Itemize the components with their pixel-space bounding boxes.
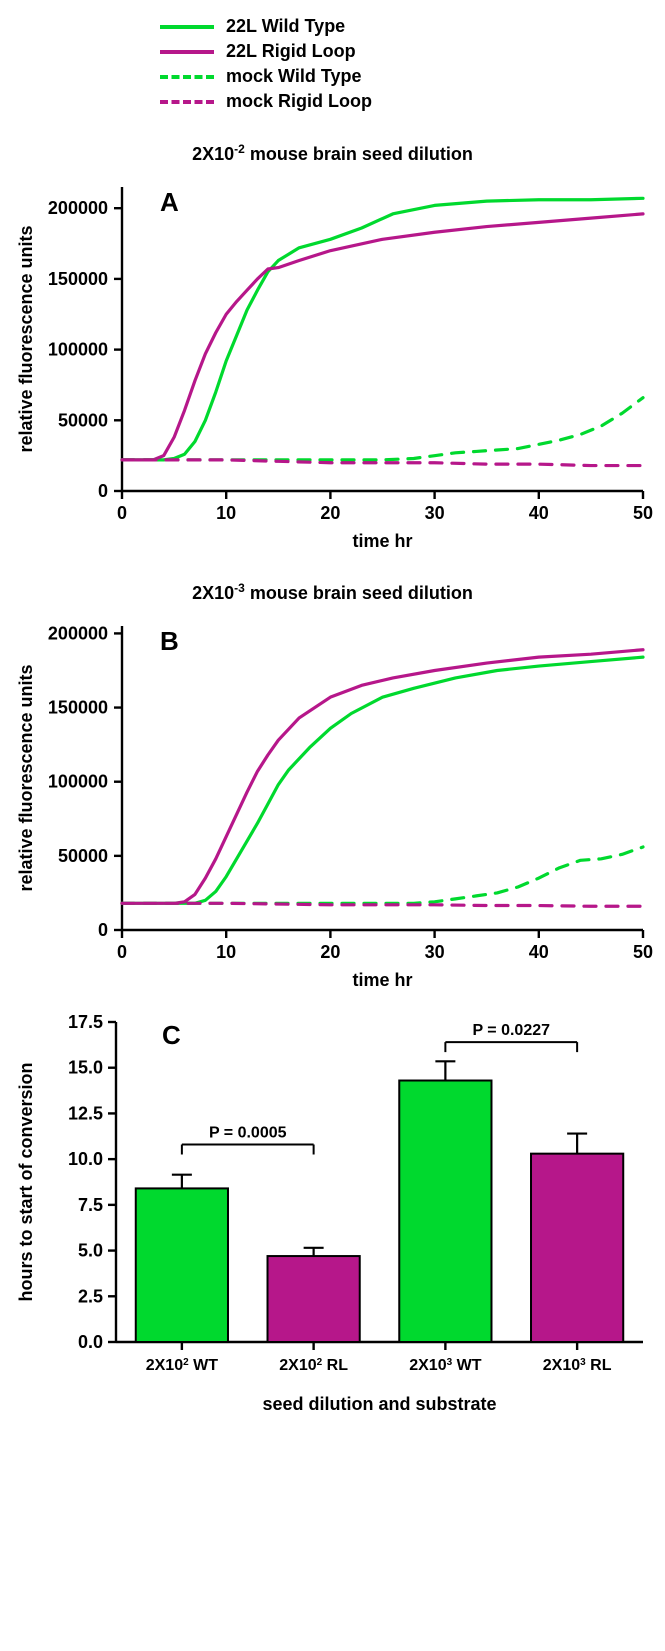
svg-text:50: 50	[633, 503, 653, 523]
svg-text:200000: 200000	[48, 198, 108, 218]
svg-text:0: 0	[117, 942, 127, 962]
panel-c-chart: 0.0 2.5 5.0 7.5 10.0 12.5 15.0 17.5 2X102 WT 2X10…	[10, 1004, 655, 1424]
svg-text:150000: 150000	[48, 698, 108, 718]
svg-text:B: B	[160, 626, 179, 656]
svg-text:20: 20	[320, 503, 340, 523]
svg-text:2X103 WT: 2X103 WT	[409, 1357, 481, 1375]
svg-text:relative fluorescence units: relative fluorescence units	[16, 664, 36, 891]
legend-label: 22L Rigid Loop	[226, 41, 356, 62]
svg-text:30: 30	[425, 942, 445, 962]
svg-text:C: C	[162, 1020, 181, 1050]
svg-text:time hr: time hr	[352, 970, 412, 990]
panel-b-title: 2X10-3 mouse brain seed dilution	[10, 581, 655, 604]
svg-text:17.5: 17.5	[68, 1012, 103, 1032]
svg-text:50000: 50000	[58, 410, 108, 430]
svg-text:40: 40	[529, 942, 549, 962]
svg-text:time hr: time hr	[352, 531, 412, 551]
legend: 22L Wild Type 22L Rigid Loop mock Wild Typ…	[10, 10, 655, 122]
svg-text:0: 0	[98, 481, 108, 501]
svg-text:20: 20	[320, 942, 340, 962]
svg-text:2X103 RL: 2X103 RL	[543, 1357, 612, 1375]
svg-text:P = 0.0227: P = 0.0227	[472, 1022, 550, 1039]
svg-text:100000: 100000	[48, 772, 108, 792]
svg-text:relative fluorescence units: relative fluorescence units	[16, 225, 36, 452]
svg-text:0.0: 0.0	[78, 1332, 103, 1352]
svg-text:10: 10	[216, 503, 236, 523]
svg-text:50000: 50000	[58, 846, 108, 866]
svg-text:2X102 RL: 2X102 RL	[279, 1357, 348, 1375]
svg-text:30: 30	[425, 503, 445, 523]
svg-text:A: A	[160, 187, 179, 217]
svg-text:hours to start of conversion: hours to start of conversion	[16, 1062, 36, 1301]
svg-text:0: 0	[117, 503, 127, 523]
legend-label: 22L Wild Type	[226, 16, 345, 37]
svg-text:12.5: 12.5	[68, 1103, 103, 1123]
svg-text:2.5: 2.5	[78, 1286, 103, 1306]
svg-text:150000: 150000	[48, 269, 108, 289]
legend-item: 22L Rigid Loop	[160, 41, 655, 62]
svg-text:10.0: 10.0	[68, 1149, 103, 1169]
svg-text:15.0: 15.0	[68, 1058, 103, 1078]
legend-swatch	[160, 100, 214, 104]
legend-swatch	[160, 75, 214, 79]
legend-swatch	[160, 50, 214, 54]
panel-a-title: 2X10-2 mouse brain seed dilution	[10, 142, 655, 165]
svg-text:40: 40	[529, 503, 549, 523]
svg-text:100000: 100000	[48, 340, 108, 360]
svg-text:5.0: 5.0	[78, 1241, 103, 1261]
svg-text:0: 0	[98, 920, 108, 940]
figure-container: 22L Wild Type 22L Rigid Loop mock Wild Typ…	[10, 10, 655, 1424]
legend-swatch	[160, 25, 214, 29]
panel-a-chart: 0 10 20 30 40 50 0 50000 100000 150000 200000 time …	[10, 171, 655, 561]
svg-text:seed dilution and substrate: seed dilution and substrate	[262, 1394, 496, 1414]
svg-text:50: 50	[633, 942, 653, 962]
svg-text:7.5: 7.5	[78, 1195, 103, 1215]
svg-text:200000: 200000	[48, 623, 108, 643]
legend-item: mock Wild Type	[160, 66, 655, 87]
legend-item: 22L Wild Type	[160, 16, 655, 37]
legend-label: mock Rigid Loop	[226, 91, 372, 112]
svg-text:2X102 WT: 2X102 WT	[146, 1357, 218, 1375]
panel-b-chart: 0 10 20 30 40 50 0 50000 100000 150000 200000 time …	[10, 610, 655, 1000]
legend-label: mock Wild Type	[226, 66, 362, 87]
svg-text:10: 10	[216, 942, 236, 962]
svg-text:P = 0.0005: P = 0.0005	[209, 1125, 287, 1142]
legend-item: mock Rigid Loop	[160, 91, 655, 112]
